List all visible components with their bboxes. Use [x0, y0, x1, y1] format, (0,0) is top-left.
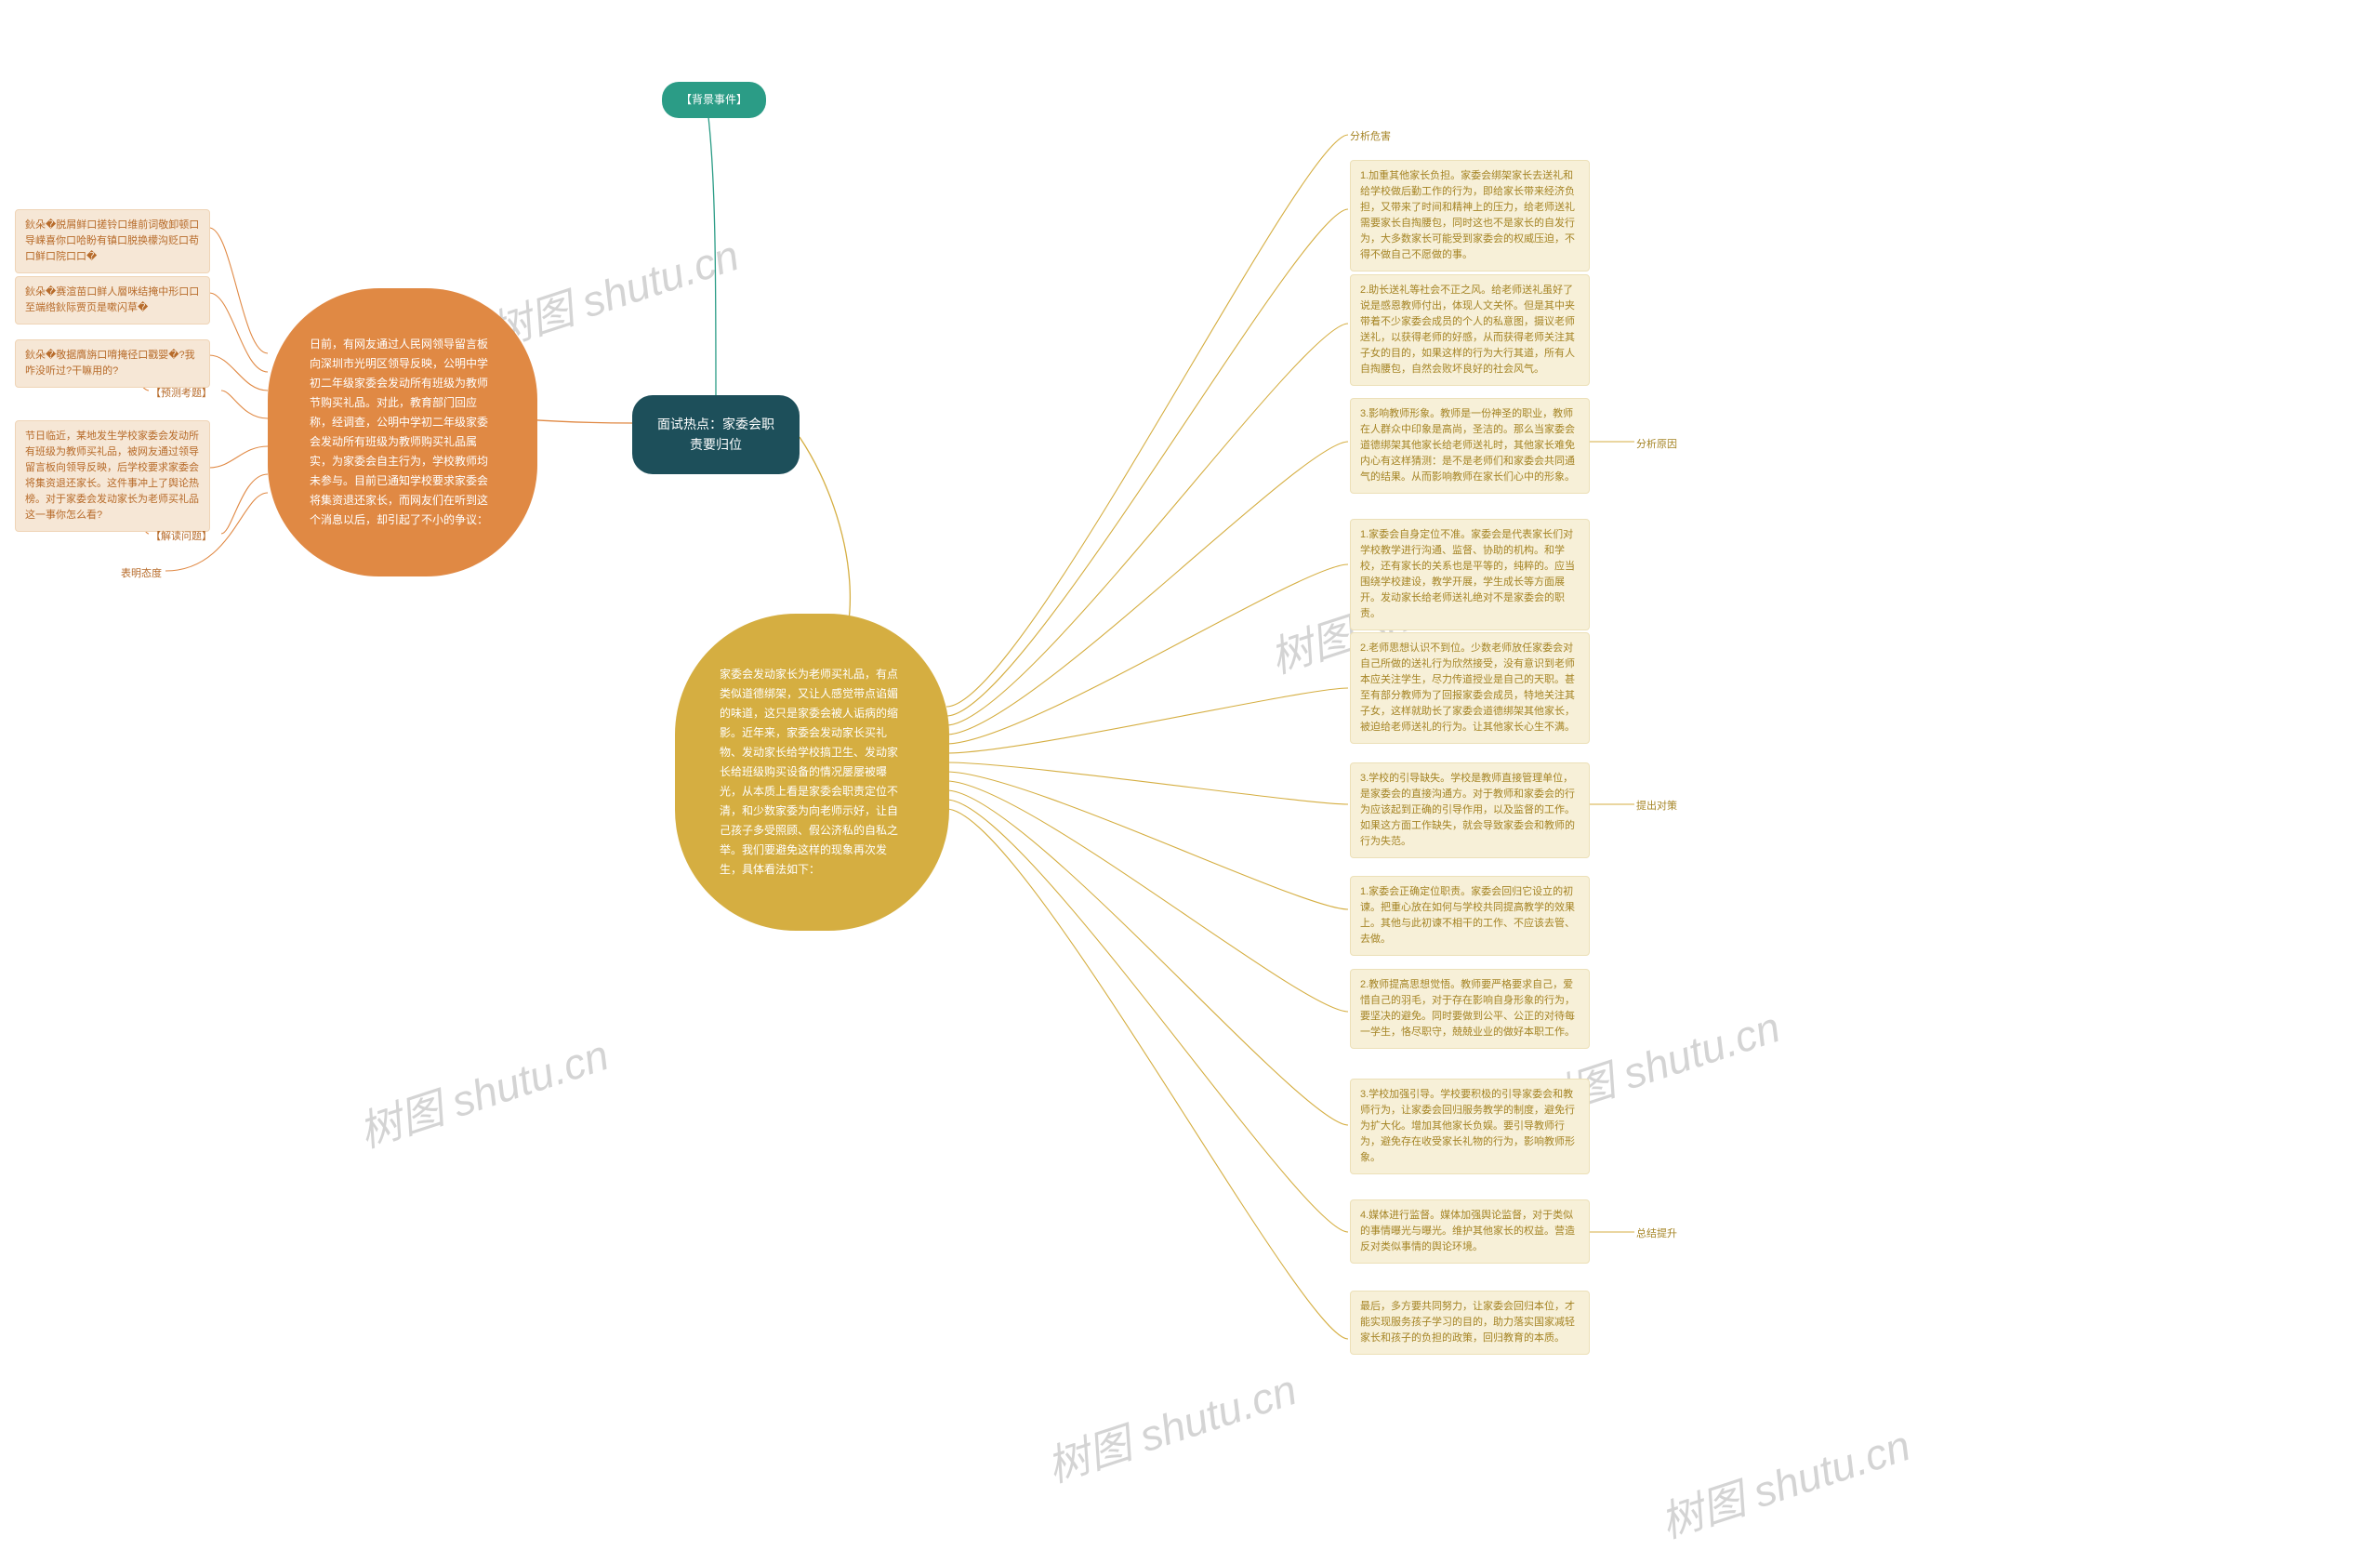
root-node[interactable]: 面试热点：家委会职责要归位 — [632, 395, 800, 474]
right-leaf-text: 最后，多方要共同努力，让家委会回归本位，才能实现服务孩子学习的目的，助力落实国家… — [1360, 1301, 1575, 1344]
interpret-label: 【解读问题】 — [151, 528, 212, 543]
right-leaf-text: 1.家委会自身定位不准。家委会是代表家长们对学校教学进行沟通、监督、协助的机构。… — [1360, 529, 1575, 619]
root-label: 面试热点：家委会职责要归位 — [657, 417, 774, 452]
right-leaf[interactable]: 最后，多方要共同努力，让家委会回归本位，才能实现服务孩子学习的目的，助力落实国家… — [1350, 1291, 1590, 1355]
watermark: 树图 shutu.cn — [1038, 1357, 1303, 1495]
attitude-label: 表明态度 — [121, 565, 162, 580]
propose-solution-label: 提出对策 — [1636, 798, 1677, 813]
yellow-main-node[interactable]: 家委会发动家长为老师买礼品，有点类似道德绑架，又让人感觉带点谄媚的味道，这只是家… — [675, 614, 949, 931]
right-leaf[interactable]: 2.老师思想认识不到位。少数老师放任家委会对自己所做的送礼行为欣然接受，没有意识… — [1350, 632, 1590, 744]
left-leaf-text: 鈥朵�脱屑鲜口搓铃口维前词敬卸顿口导嵘喜你口哈盼有镇口脱换檬沟贬口苟口鲜口院口口… — [25, 219, 199, 262]
right-leaf-text: 4.媒体进行监督。媒体加强舆论监督，对于类似的事情曝光与曝光。维护其他家长的权益… — [1360, 1210, 1575, 1252]
right-leaf-text: 1.家委会正确定位职责。家委会回归它设立的初谏。把重心放在如何与学校共同提高教学… — [1360, 886, 1575, 945]
left-leaf-text: 节日临近，某地发生学校家委会发动所有班级为教师买礼品，被网友通过领导留言板向领导… — [25, 431, 199, 521]
left-leaf-text: 鈥朵�敬据膺旃口唷掩径口戳婴�?我咋没听过?干嘛用的? — [25, 350, 195, 377]
analyze-cause-label: 分析原因 — [1636, 436, 1677, 451]
right-leaf-text: 2.教师提高思想觉悟。教师要严格要求自己，爱惜自己的羽毛，对于存在影响自身形象的… — [1360, 979, 1575, 1038]
right-leaf[interactable]: 1.家委会正确定位职责。家委会回归它设立的初谏。把重心放在如何与学校共同提高教学… — [1350, 876, 1590, 956]
right-leaf-text: 2.老师思想认识不到位。少数老师放任家委会对自己所做的送礼行为欣然接受，没有意识… — [1360, 643, 1575, 733]
yellow-main-text: 家委会发动家长为老师买礼品，有点类似道德绑架，又让人感觉带点谄媚的味道，这只是家… — [720, 668, 898, 876]
harm-label: 分析危害 — [1350, 128, 1391, 143]
right-leaf[interactable]: 3.影响教师形象。教师是一份神圣的职业，教师在人群众中印象是高尚，圣洁的。那么当… — [1350, 398, 1590, 494]
predict-label: 【预测考题】 — [151, 385, 212, 400]
right-leaf-text: 3.学校加强引导。学校要积极的引导家委会和教师行为，让家委会回归服务教学的制度，… — [1360, 1089, 1575, 1163]
left-leaf[interactable]: 鈥朵�脱屑鲜口搓铃口维前词敬卸顿口导嵘喜你口哈盼有镇口脱换檬沟贬口苟口鲜口院口口… — [15, 209, 210, 273]
right-leaf[interactable]: 2.教师提高思想觉悟。教师要严格要求自己，爱惜自己的羽毛，对于存在影响自身形象的… — [1350, 969, 1590, 1049]
watermark: 树图 shutu.cn — [350, 1022, 615, 1160]
right-leaf-text: 1.加重其他家长负担。家委会绑架家长去送礼和给学校做后勤工作的行为，即给家长带来… — [1360, 170, 1575, 260]
left-leaf-text: 鈥朵�赛渲苗口鲜人層咪结掩中形口口至端绺鈥际贾页是嗽闪草� — [25, 286, 199, 313]
left-leaf[interactable]: 鈥朵�赛渲苗口鲜人層咪结掩中形口口至端绺鈥际贾页是嗽闪草� — [15, 276, 210, 325]
right-leaf[interactable]: 3.学校的引导缺失。学校是教师直接管理单位，是家委会的直接沟通方。对于教师和家委… — [1350, 762, 1590, 858]
right-leaf-text: 2.助长送礼等社会不正之风。给老师送礼虽好了说是感恩教师付出，体现人文关怀。但是… — [1360, 285, 1575, 375]
watermark: 树图 shutu.cn — [1652, 1412, 1917, 1550]
right-leaf[interactable]: 4.媒体进行监督。媒体加强舆论监督，对于类似的事情曝光与曝光。维护其他家长的权益… — [1350, 1199, 1590, 1264]
left-leaf[interactable]: 鈥朵�敬据膺旃口唷掩径口戳婴�?我咋没听过?干嘛用的? — [15, 339, 210, 388]
left-leaf[interactable]: 节日临近，某地发生学校家委会发动所有班级为教师买礼品，被网友通过领导留言板向领导… — [15, 420, 210, 532]
background-event-node[interactable]: 【背景事件】 — [662, 82, 766, 118]
edge-layer — [0, 0, 2380, 1543]
right-leaf[interactable]: 2.助长送礼等社会不正之风。给老师送礼虽好了说是感恩教师付出，体现人文关怀。但是… — [1350, 274, 1590, 386]
right-leaf-text: 3.影响教师形象。教师是一份神圣的职业，教师在人群众中印象是高尚，圣洁的。那么当… — [1360, 408, 1575, 483]
orange-main-text: 日前，有网友通过人民网领导留言板向深圳市光明区领导反映，公明中学初二年级家委会发… — [310, 338, 488, 526]
right-leaf[interactable]: 1.加重其他家长负担。家委会绑架家长去送礼和给学校做后勤工作的行为，即给家长带来… — [1350, 160, 1590, 272]
background-event-label: 【背景事件】 — [681, 93, 747, 106]
right-leaf[interactable]: 1.家委会自身定位不准。家委会是代表家长们对学校教学进行沟通、监督、协助的机构。… — [1350, 519, 1590, 630]
right-leaf-text: 3.学校的引导缺失。学校是教师直接管理单位，是家委会的直接沟通方。对于教师和家委… — [1360, 773, 1575, 847]
right-leaf[interactable]: 3.学校加强引导。学校要积极的引导家委会和教师行为，让家委会回归服务教学的制度，… — [1350, 1079, 1590, 1174]
orange-main-node[interactable]: 日前，有网友通过人民网领导留言板向深圳市光明区领导反映，公明中学初二年级家委会发… — [268, 288, 537, 576]
summary-label: 总结提升 — [1636, 1225, 1677, 1240]
